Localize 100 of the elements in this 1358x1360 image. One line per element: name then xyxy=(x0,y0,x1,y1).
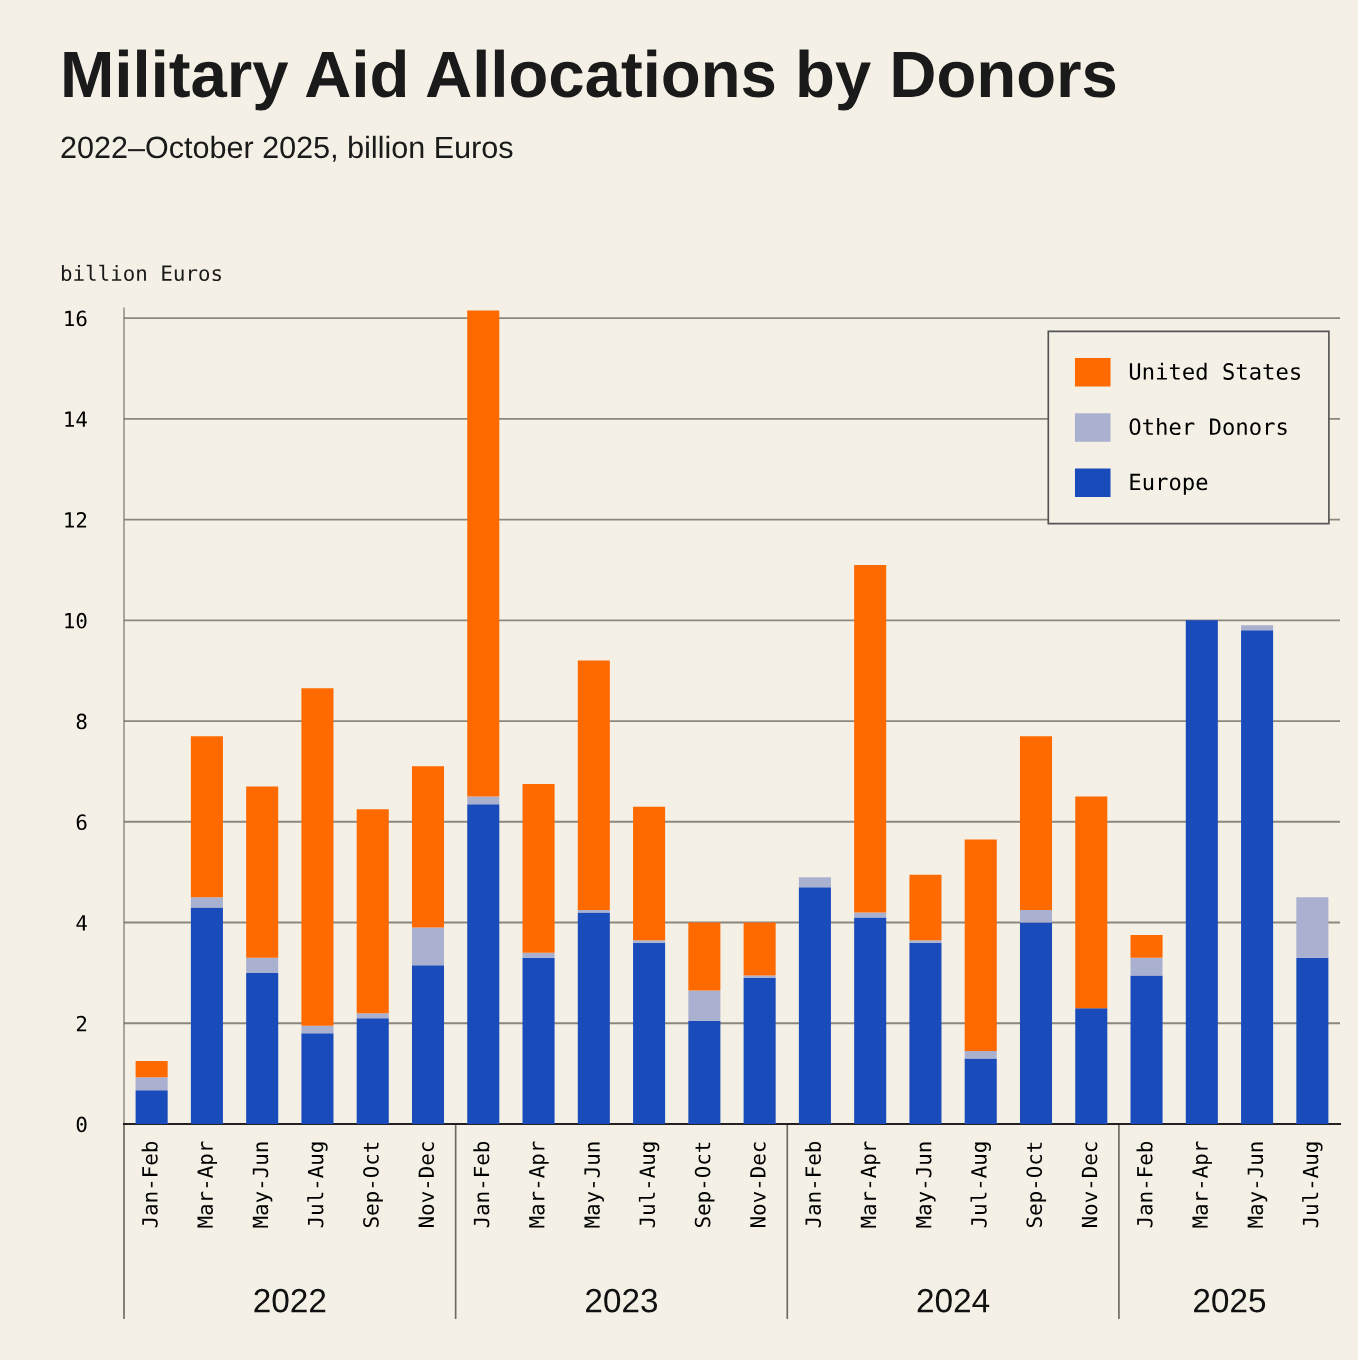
text: 2023 xyxy=(586,1288,658,1313)
bar xyxy=(577,912,610,1124)
bar xyxy=(301,1033,334,1124)
bar xyxy=(356,809,389,1014)
bar xyxy=(1130,975,1163,1124)
bar xyxy=(798,887,831,1124)
bar xyxy=(964,839,997,1051)
x-tick-label: Mar-Apr xyxy=(1192,1141,1212,1228)
bar xyxy=(246,786,279,958)
x-tick-label: Jan-Feb xyxy=(1136,1141,1153,1228)
bar xyxy=(798,877,831,888)
bar xyxy=(633,806,666,941)
bar xyxy=(1019,922,1053,1124)
bar xyxy=(688,922,721,991)
x-tick-label: Mar-Apr xyxy=(529,1141,549,1228)
bar xyxy=(467,796,500,805)
x-tick-label: May-Jun xyxy=(252,1142,273,1228)
bar xyxy=(854,564,887,913)
bar xyxy=(743,977,776,1124)
y-tick-label: 8 xyxy=(76,713,87,730)
text: 2024 xyxy=(917,1288,990,1313)
bar xyxy=(688,1020,721,1124)
bar xyxy=(411,965,445,1124)
text: 2022 xyxy=(254,1288,326,1313)
bar xyxy=(1241,625,1274,631)
x-tick-label: Sep-Oct xyxy=(694,1142,715,1228)
bar xyxy=(854,917,887,1124)
y-tick-label: 4 xyxy=(76,915,87,931)
x-tick-label: May-Jun xyxy=(1247,1142,1268,1228)
bar xyxy=(909,942,942,1124)
bar xyxy=(522,957,555,1124)
x-tick-label: Nov-Dec xyxy=(750,1142,766,1228)
bar xyxy=(467,310,500,797)
bar xyxy=(1185,620,1218,1124)
bar xyxy=(467,804,500,1124)
legend-label: United States xyxy=(1129,362,1301,380)
x-tick-label: Jul-Aug xyxy=(307,1142,328,1228)
x-tick-label: Jan-Feb xyxy=(141,1141,158,1228)
bar xyxy=(135,1061,168,1078)
bar xyxy=(246,972,279,1124)
x-tick-label: May-Jun xyxy=(916,1142,936,1228)
x-tick-label: Mar-Apr xyxy=(197,1141,218,1228)
bar xyxy=(1075,1008,1108,1124)
bar xyxy=(743,922,776,976)
bar xyxy=(854,912,887,918)
y-tick-label: 0 xyxy=(76,1116,87,1133)
bar xyxy=(301,1025,334,1034)
bar xyxy=(135,1090,168,1124)
bar xyxy=(522,952,555,958)
bar xyxy=(1075,796,1108,1009)
x-tick-label: Jul-Aug xyxy=(638,1142,660,1228)
legend-label: Europe xyxy=(1130,473,1208,495)
text: 2025 xyxy=(1194,1288,1266,1313)
chart-title: Military Aid Allocations by Donors xyxy=(64,49,1116,111)
bar xyxy=(577,660,610,910)
bar xyxy=(356,1018,389,1124)
bar xyxy=(135,1077,168,1091)
bar xyxy=(688,990,721,1021)
bar xyxy=(411,766,445,928)
x-tick-label: Jan-Feb xyxy=(473,1141,490,1228)
bar xyxy=(1019,909,1053,923)
y-axis-title: billion Euros xyxy=(61,264,221,282)
x-tick-label: Jul-Aug xyxy=(970,1142,991,1228)
bar xyxy=(964,1058,997,1124)
chart-subtitle: 2022–October 2025, billion Euros xyxy=(61,135,513,162)
x-tick-label: Sep-Oct xyxy=(363,1142,383,1228)
bar xyxy=(743,975,776,978)
bar xyxy=(1130,957,1163,976)
bar xyxy=(411,927,445,966)
bar xyxy=(190,897,223,908)
y-tick-label: 12 xyxy=(65,512,87,528)
y-tick-label: 14 xyxy=(65,411,87,427)
y-tick-label: 2 xyxy=(76,1015,87,1032)
bar xyxy=(1296,897,1329,958)
bar xyxy=(1241,630,1274,1124)
y-tick-label: 10 xyxy=(65,612,87,629)
bar xyxy=(190,907,223,1124)
bar xyxy=(909,940,942,943)
bar xyxy=(190,736,223,898)
x-tick-label: Nov-Dec xyxy=(1081,1142,1098,1228)
x-tick-label: Nov-Dec xyxy=(418,1142,435,1228)
bar xyxy=(301,688,334,1026)
y-tick-label: 6 xyxy=(76,814,87,831)
bar xyxy=(356,1013,389,1019)
bar xyxy=(246,957,279,973)
x-tick-label: May-Jun xyxy=(584,1142,604,1228)
x-tick-label: Mar-Apr xyxy=(860,1141,881,1228)
x-tick-label: Jul-Aug xyxy=(1302,1142,1323,1228)
bar xyxy=(909,874,942,941)
x-tick-label: Jan-Feb xyxy=(804,1141,822,1228)
x-tick-label: Sep-Oct xyxy=(1026,1142,1047,1228)
bar xyxy=(964,1050,997,1059)
bar xyxy=(1019,736,1053,910)
legend-label: Other Donors xyxy=(1129,417,1287,436)
bar xyxy=(633,942,666,1124)
bar xyxy=(522,784,555,953)
bar xyxy=(1296,957,1329,1124)
bar xyxy=(633,940,666,943)
bar xyxy=(1130,935,1163,958)
y-tick-label: 16 xyxy=(65,310,87,327)
